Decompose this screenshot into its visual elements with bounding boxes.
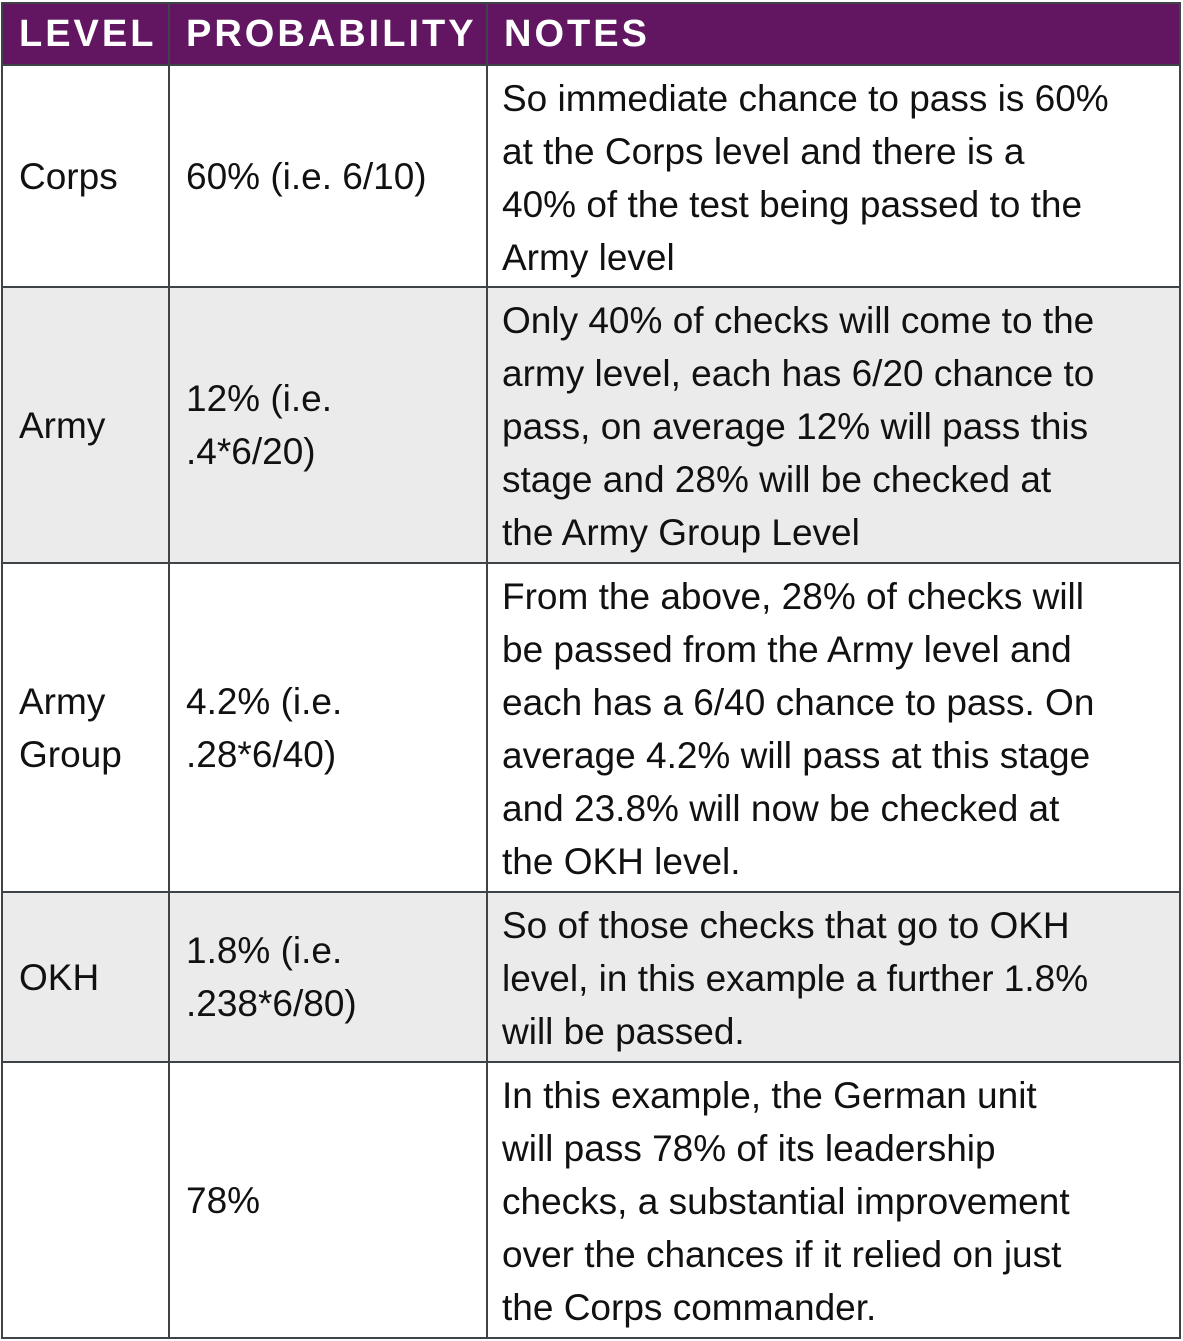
table-row: 78% In this example, the German unit will … (1, 1061, 1181, 1339)
notes-text: stage and 28% will be checked at (502, 459, 1052, 500)
notes-cell: So immediate chance to pass is 60% at the… (486, 64, 1181, 288)
level-text: Corps (19, 155, 118, 197)
notes-text: average 4.2% will pass at this stage (502, 735, 1091, 776)
table-row: OKH 1.8% (i.e. .238*6/80) So of those check… (1, 891, 1181, 1063)
notes-text: the Army Group Level (502, 512, 860, 553)
probability-cell: 60% (i.e. 6/10) (168, 64, 488, 288)
notes-text: So of those checks that go to OKH (502, 905, 1070, 946)
level-text: Group (19, 733, 122, 775)
header-notes: NOTES (486, 2, 1181, 66)
probability-cell: 1.8% (i.e. .238*6/80) (168, 891, 488, 1063)
probability-cell: 78% (168, 1061, 488, 1339)
notes-cell: So of those checks that go to OKH level, … (486, 891, 1181, 1063)
notes-text: level, in this example a further 1.8% (502, 958, 1089, 999)
notes-text: 40% of the test being passed to the (502, 184, 1083, 225)
probability-text: 4.2% (i.e. (186, 680, 343, 722)
notes-text: From the above, 28% of checks will (502, 576, 1084, 617)
table-row: Corps 60% (i.e. 6/10) So immediate chance … (1, 64, 1181, 288)
notes-text: will be passed. (502, 1011, 745, 1052)
notes-text: Only 40% of checks will come to the (502, 300, 1095, 341)
probability-text: 60% (i.e. 6/10) (186, 155, 427, 197)
notes-cell: In this example, the German unit will pas… (486, 1061, 1181, 1339)
table-row: Army 12% (i.e. .4*6/20) Only 40% of checks … (1, 286, 1181, 564)
notes-text: pass, on average 12% will pass this (502, 406, 1089, 447)
probability-text: 1.8% (i.e. (186, 930, 343, 971)
level-cell: Army (1, 286, 170, 564)
notes-text: the OKH level. (502, 841, 741, 882)
header-level: LEVEL (1, 2, 170, 66)
level-cell: Corps (1, 64, 170, 288)
header-probability: PROBABILITY (168, 2, 488, 66)
notes-text: and 23.8% will now be checked at (502, 788, 1060, 829)
notes-text: each has a 6/40 chance to pass. On (502, 682, 1095, 723)
probability-text: 78% (186, 1179, 261, 1221)
level-text: Army (19, 404, 106, 446)
notes-text: Army level (502, 237, 675, 278)
probability-cell: 4.2% (i.e. .28*6/40) (168, 562, 488, 893)
level-text: Army (19, 680, 106, 722)
notes-text: be passed from the Army level and (502, 629, 1072, 670)
table-body: Corps 60% (i.e. 6/10) So immediate chance … (1, 64, 1181, 1339)
notes-text: the Corps commander. (502, 1287, 877, 1328)
notes-text: checks, a substantial improvement (502, 1181, 1070, 1222)
probability-text: .28*6/40) (186, 733, 337, 775)
notes-text: will pass 78% of its leadership (502, 1128, 996, 1169)
notes-text: at the Corps level and there is a (502, 131, 1025, 172)
level-cell (1, 1061, 170, 1339)
notes-cell: From the above, 28% of checks will be pas… (486, 562, 1181, 893)
header-row: LEVEL PROBABILITY NOTES (1, 2, 1181, 66)
probability-text: 12% (i.e. (186, 378, 333, 419)
notes-text: So immediate chance to pass is 60% (502, 78, 1109, 119)
notes-text: over the chances if it relied on just (502, 1234, 1062, 1275)
level-text: OKH (19, 956, 100, 998)
probability-text: .238*6/80) (186, 983, 357, 1024)
notes-cell: Only 40% of checks will come to the army … (486, 286, 1181, 564)
notes-text: army level, each has 6/20 chance to (502, 353, 1095, 394)
level-cell: OKH (1, 891, 170, 1063)
probability-cell: 12% (i.e. .4*6/20) (168, 286, 488, 564)
level-cell: Army Group (1, 562, 170, 893)
notes-text: In this example, the German unit (502, 1075, 1037, 1116)
table-row: Army Group 4.2% (i.e. .28*6/40) From the abo… (1, 562, 1181, 893)
probability-text: .4*6/20) (186, 431, 316, 472)
